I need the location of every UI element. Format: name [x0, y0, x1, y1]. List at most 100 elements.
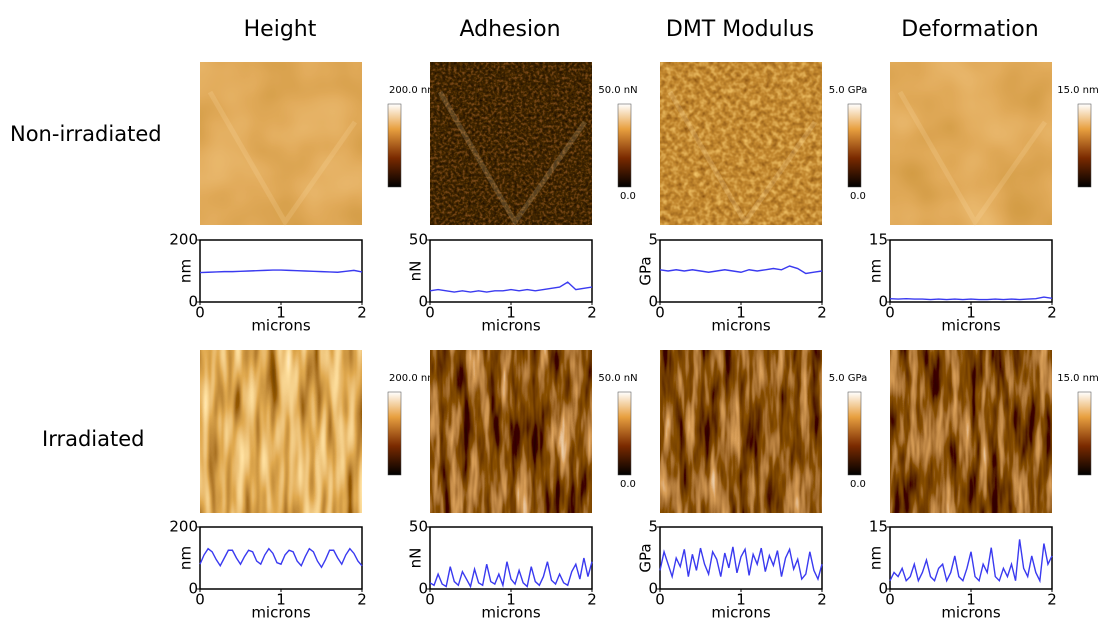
profile-line: [659, 546, 823, 582]
x-tick-label: 2: [817, 304, 827, 322]
profile-line: [659, 265, 823, 275]
colorbar-max-label: 5.0 GPa: [829, 85, 868, 96]
x-axis-label: microns: [941, 317, 1001, 335]
x-axis-label: microns: [711, 604, 771, 622]
x-axis-label: microns: [481, 604, 541, 622]
x-tick-label: 0: [195, 591, 205, 609]
y-tick-label: 0: [648, 293, 658, 311]
x-tick-label: 2: [1047, 304, 1057, 322]
colorbar: [617, 103, 632, 188]
y-tick-label: 15: [869, 231, 888, 249]
x-tick-label: 0: [885, 304, 895, 322]
y-tick-label: 0: [188, 580, 198, 598]
y-axis-label: nm: [867, 546, 885, 570]
x-tick-label: 2: [357, 591, 367, 609]
afm-image: [660, 350, 822, 513]
colorbar: [617, 391, 632, 476]
colorbar-max-label: 15.0 nm: [1057, 373, 1099, 384]
colorbar: [847, 391, 862, 476]
column-header: Deformation: [901, 17, 1038, 42]
x-axis-label: microns: [481, 317, 541, 335]
plot-frame: [889, 239, 1053, 303]
y-tick-label: 50: [409, 231, 428, 249]
x-tick-label: 0: [885, 591, 895, 609]
colorbar: [387, 391, 402, 476]
column-header: Height: [244, 17, 317, 42]
y-tick-label: 50: [409, 518, 428, 536]
y-tick-label: 5: [648, 518, 658, 536]
afm-image: [890, 62, 1052, 225]
x-tick-label: 1: [736, 591, 746, 609]
plot-frame: [199, 526, 363, 590]
colorbar-max-label: 200.0 nm: [389, 373, 437, 384]
x-tick-label: 2: [587, 304, 597, 322]
x-axis-label: microns: [941, 604, 1001, 622]
column-header: Adhesion: [459, 17, 560, 42]
y-axis-label: nm: [867, 259, 885, 283]
y-axis-label: nN: [407, 261, 425, 282]
colorbar: [1077, 391, 1092, 476]
colorbar-min-label: 0.0: [620, 191, 636, 202]
plot-frame: [889, 526, 1053, 590]
y-tick-label: 0: [878, 580, 888, 598]
colorbar-max-label: 200.0 nm: [389, 85, 437, 96]
row-label: Irradiated: [42, 427, 144, 451]
colorbar: [1077, 103, 1092, 188]
x-tick-label: 1: [966, 591, 976, 609]
x-tick-label: 2: [1047, 591, 1057, 609]
colorbar-min-label: 0.0: [850, 479, 866, 490]
column-header: DMT Modulus: [666, 17, 814, 42]
y-tick-label: 0: [648, 580, 658, 598]
colorbar-min-label: 0.0: [620, 479, 636, 490]
colorbar-max-label: 50.0 nN: [598, 373, 637, 384]
y-axis-label: nN: [407, 548, 425, 569]
row-label: Non-irradiated: [10, 122, 162, 146]
x-tick-label: 2: [357, 304, 367, 322]
image-feature: [897, 90, 1048, 227]
image-feature: [437, 90, 588, 227]
y-tick-label: 200: [169, 518, 198, 536]
x-axis-label: microns: [251, 317, 311, 335]
x-axis-label: microns: [251, 604, 311, 622]
colorbar: [387, 103, 402, 188]
x-tick-label: 1: [276, 304, 286, 322]
x-tick-label: 2: [587, 591, 597, 609]
image-feature: [667, 90, 818, 227]
x-tick-label: 0: [195, 304, 205, 322]
colorbar-max-label: 5.0 GPa: [829, 373, 868, 384]
colorbar-min-label: 0.0: [850, 191, 866, 202]
profile-line: [429, 281, 593, 293]
profile-line: [889, 296, 1053, 301]
x-axis-label: microns: [711, 317, 771, 335]
y-tick-label: 0: [418, 293, 428, 311]
y-tick-label: 0: [188, 293, 198, 311]
image-feature: [207, 90, 358, 227]
y-tick-label: 0: [878, 293, 888, 311]
profile-line: [199, 547, 363, 569]
x-tick-label: 1: [506, 304, 516, 322]
x-tick-label: 1: [736, 304, 746, 322]
x-tick-label: 0: [655, 591, 665, 609]
afm-image: [430, 350, 592, 513]
y-axis-label: nm: [177, 259, 195, 283]
y-axis-label: GPa: [637, 256, 655, 285]
colorbar-max-label: 50.0 nN: [598, 85, 637, 96]
x-tick-label: 2: [817, 591, 827, 609]
y-axis-label: nm: [177, 546, 195, 570]
x-tick-label: 0: [655, 304, 665, 322]
colorbar-max-label: 15.0 nm: [1057, 85, 1099, 96]
afm-image: [660, 62, 822, 225]
y-axis-label: GPa: [637, 543, 655, 572]
x-tick-label: 1: [276, 591, 286, 609]
y-tick-label: 15: [869, 518, 888, 536]
profile-line: [199, 269, 363, 274]
x-tick-label: 1: [506, 591, 516, 609]
x-tick-label: 0: [425, 304, 435, 322]
afm-image: [200, 62, 362, 225]
x-tick-label: 0: [425, 591, 435, 609]
profile-line: [429, 557, 593, 589]
profile-line: [889, 539, 1053, 584]
x-tick-label: 1: [966, 304, 976, 322]
afm-image: [200, 350, 362, 513]
